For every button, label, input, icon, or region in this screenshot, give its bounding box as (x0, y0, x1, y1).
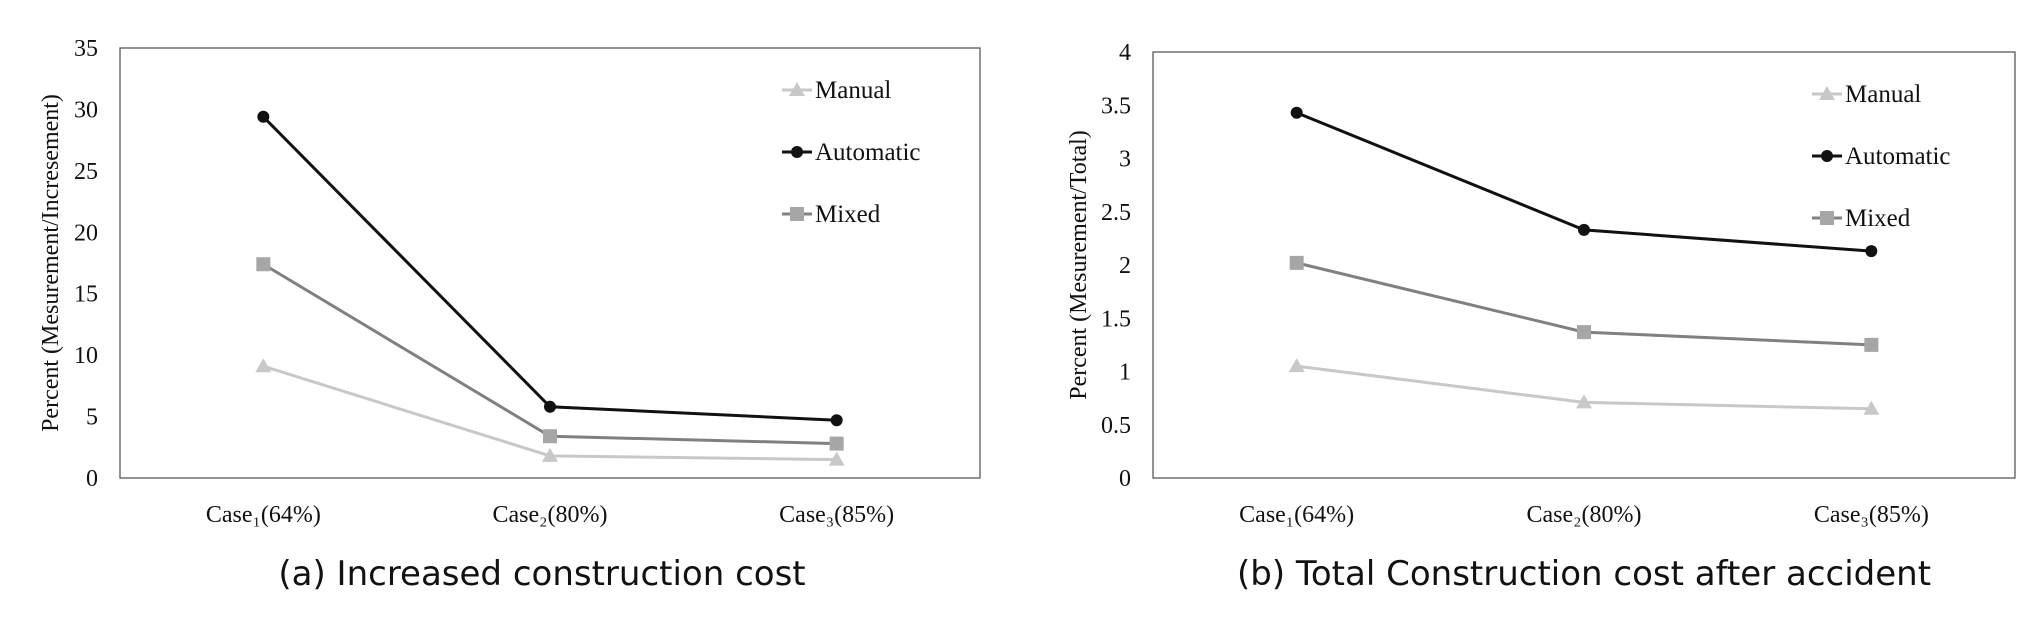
data-point-mixed (1864, 337, 1879, 352)
data-point-manual (1863, 400, 1880, 415)
data-point-mixed (256, 257, 271, 272)
chart-panel-b: 0 0.5 1 1.5 2 2.5 3 3.5 4 Case₁(64%) Case₂(80%) Cas… (1066, 40, 2016, 594)
series-line-automatic (262, 115, 837, 422)
chart-panel-a: 0 5 10 15 20 25 30 35 Case₁(64%) Case₂(80%) Case₃(… (38, 36, 981, 594)
y-axis-title: Percent (Mesurement/Incresement) (38, 94, 64, 432)
y-tick-label: 0.5 (1101, 413, 1131, 439)
x-tick-label: Case₂(80%) (493, 502, 608, 528)
legend-label-automatic: Automatic (1845, 143, 1951, 170)
y-tick-label: 35 (74, 36, 98, 62)
data-point-manual (828, 451, 845, 466)
y-tick-label: 0 (1119, 466, 1131, 492)
legend-label-automatic: Automatic (815, 139, 921, 166)
y-tick-label: 10 (74, 343, 98, 369)
x-tick-label: Case₁(64%) (1239, 502, 1354, 528)
data-point-manual (1288, 358, 1305, 373)
data-point-automatic (1865, 245, 1878, 258)
data-point-automatic (830, 414, 843, 427)
chart-caption: (a) Increased construction cost (278, 554, 805, 594)
y-tick-label: 30 (74, 97, 98, 123)
x-tick-label: Case₂(80%) (1527, 502, 1642, 528)
y-tick-label: 20 (74, 220, 98, 246)
y-tick-label: 2 (1119, 253, 1131, 279)
data-point-mixed (1289, 255, 1304, 270)
y-tick-label: 0 (86, 466, 98, 492)
y-tick-label: 3 (1119, 147, 1131, 173)
data-point-automatic (544, 400, 556, 413)
series-line-manual (262, 364, 837, 462)
data-point-mixed (829, 436, 844, 451)
legend-marker-automatic (1821, 150, 1833, 162)
y-tick-label: 25 (74, 159, 98, 185)
legend-marker-mixed (1820, 211, 1834, 225)
data-point-manual (1576, 394, 1592, 409)
data-point-manual (255, 358, 272, 373)
y-tick-label: 15 (74, 282, 98, 308)
legend-marker-automatic (791, 146, 803, 158)
y-tick-label: 3.5 (1101, 93, 1131, 119)
y-tick-label: 4 (1119, 40, 1131, 66)
data-point-mixed (1577, 325, 1591, 340)
legend-label-mixed: Mixed (1845, 205, 1911, 232)
legend-label-manual: Manual (1845, 81, 1921, 108)
data-point-manual (542, 447, 558, 462)
plot-area (1152, 51, 2016, 479)
data-point-automatic (1290, 106, 1303, 119)
data-point-mixed (543, 429, 557, 444)
legend-marker-manual (1819, 86, 1835, 100)
x-tick-label: Case₃(85%) (779, 502, 894, 528)
chart-caption: (b) Total Construction cost after accide… (1237, 554, 1931, 594)
legend-label-manual: Manual (815, 77, 891, 104)
y-tick-label: 1.5 (1101, 306, 1131, 332)
y-tick-label: 2.5 (1101, 200, 1131, 226)
x-tick-label: Case₁(64%) (206, 502, 321, 528)
legend-marker-mixed (790, 207, 804, 221)
data-point-automatic (257, 110, 270, 123)
x-tick-label: Case₃(85%) (1814, 502, 1929, 528)
legend-marker-manual (789, 82, 805, 96)
y-tick-label: 5 (86, 405, 98, 431)
y-axis-title: Percent (Mesurement/Total) (1066, 130, 1092, 400)
y-tick-label: 1 (1119, 360, 1131, 386)
legend-label-mixed: Mixed (815, 201, 881, 228)
plot-area (119, 47, 981, 479)
data-point-automatic (1578, 223, 1590, 236)
